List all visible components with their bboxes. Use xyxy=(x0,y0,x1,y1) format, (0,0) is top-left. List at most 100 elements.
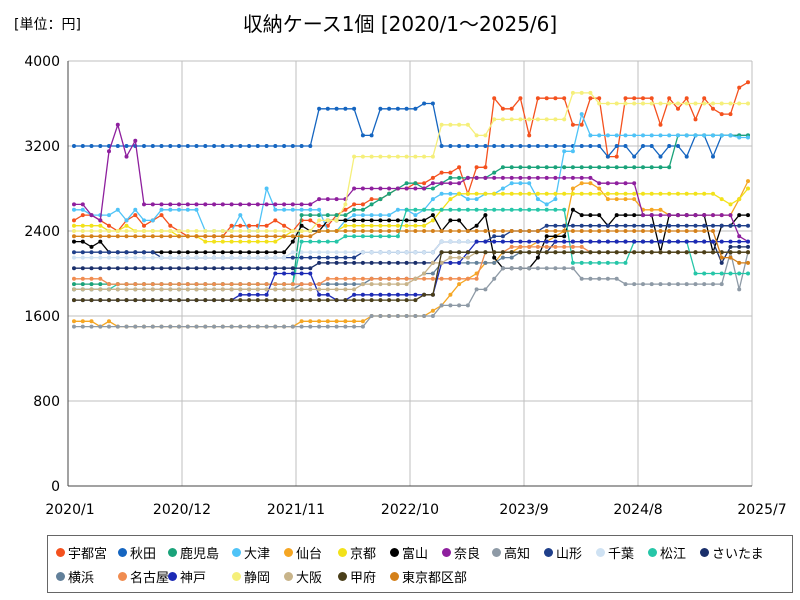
data-point xyxy=(124,266,129,271)
data-point xyxy=(238,144,243,148)
data-point xyxy=(72,207,76,212)
data-point xyxy=(360,154,365,159)
data-point xyxy=(212,324,217,329)
data-point xyxy=(142,234,146,239)
data-point xyxy=(395,186,400,191)
data-point xyxy=(290,255,295,260)
data-point xyxy=(570,191,575,196)
data-point xyxy=(527,266,532,271)
data-point xyxy=(317,207,322,212)
data-point xyxy=(264,324,269,329)
data-point xyxy=(334,197,339,202)
data-point xyxy=(527,239,532,244)
data-point xyxy=(378,106,383,111)
data-point xyxy=(343,213,348,218)
data-point xyxy=(194,287,199,292)
data-point xyxy=(308,266,313,271)
data-point xyxy=(290,266,295,271)
series-富山 xyxy=(72,207,750,271)
data-point xyxy=(247,234,252,239)
data-point xyxy=(395,250,400,255)
data-point xyxy=(115,324,120,329)
data-point xyxy=(448,197,453,202)
data-point xyxy=(325,229,330,233)
data-point xyxy=(588,165,593,170)
data-point xyxy=(667,250,672,255)
data-point xyxy=(325,298,330,303)
data-point xyxy=(605,250,610,255)
data-point xyxy=(404,207,409,212)
data-point xyxy=(614,191,619,196)
data-point xyxy=(89,298,94,303)
data-point xyxy=(614,250,619,255)
data-point xyxy=(544,250,549,255)
data-point xyxy=(247,202,252,207)
data-point xyxy=(711,271,715,276)
data-point xyxy=(430,260,435,265)
data-point xyxy=(684,282,689,287)
data-point xyxy=(474,144,479,148)
data-point xyxy=(457,229,462,233)
data-point xyxy=(80,229,85,233)
data-point xyxy=(98,144,103,148)
data-point xyxy=(290,202,295,207)
data-point xyxy=(570,266,575,271)
data-point xyxy=(317,250,322,255)
data-point xyxy=(597,191,602,196)
data-point xyxy=(641,144,645,148)
data-point xyxy=(404,229,409,233)
legend-item: 大阪 xyxy=(284,567,322,586)
data-point xyxy=(255,287,260,292)
data-point xyxy=(509,165,514,170)
data-point xyxy=(579,276,584,281)
data-point xyxy=(395,229,400,233)
data-point xyxy=(649,191,654,196)
data-point xyxy=(623,229,628,233)
data-point xyxy=(212,234,217,239)
data-point xyxy=(317,324,322,329)
data-point xyxy=(352,250,357,255)
data-point xyxy=(325,239,330,244)
data-point xyxy=(387,229,392,233)
data-point xyxy=(737,287,742,292)
data-point xyxy=(98,276,103,281)
data-point xyxy=(308,207,313,212)
data-point xyxy=(282,287,287,292)
data-point xyxy=(203,266,208,271)
data-point xyxy=(579,239,584,244)
data-point xyxy=(422,314,427,318)
data-point xyxy=(448,191,453,196)
data-point xyxy=(483,175,488,180)
data-point xyxy=(702,223,707,228)
data-point xyxy=(308,250,313,255)
data-point xyxy=(352,186,357,191)
data-point xyxy=(220,324,225,329)
data-point xyxy=(107,213,111,218)
series-line xyxy=(74,180,749,328)
data-point xyxy=(378,213,383,218)
data-point xyxy=(334,229,339,233)
data-point xyxy=(238,282,243,287)
data-point xyxy=(632,250,637,255)
data-point xyxy=(439,122,444,127)
data-point xyxy=(728,255,733,260)
legend-label: 甲府 xyxy=(350,571,377,586)
legend-item: 名古屋 xyxy=(118,567,169,586)
data-point xyxy=(492,144,497,148)
data-point xyxy=(72,324,76,329)
data-point xyxy=(150,287,155,292)
data-point xyxy=(343,260,348,265)
data-point xyxy=(579,122,584,127)
data-point xyxy=(588,229,593,233)
data-point xyxy=(212,287,217,292)
legend-marker-icon xyxy=(56,548,65,557)
data-point xyxy=(588,133,593,138)
legend: 宇都宮 秋田 鹿児島 大津 仙台 京都 富山 奈良 高知 山形 千葉 松江 さいたま 横浜 名古屋 神戸 静岡 大… xyxy=(47,535,793,593)
data-point xyxy=(107,266,111,271)
data-point xyxy=(588,175,593,180)
data-point xyxy=(562,244,567,249)
data-point xyxy=(711,239,715,244)
data-point xyxy=(308,218,313,223)
data-point xyxy=(229,255,234,260)
data-point xyxy=(422,260,427,265)
